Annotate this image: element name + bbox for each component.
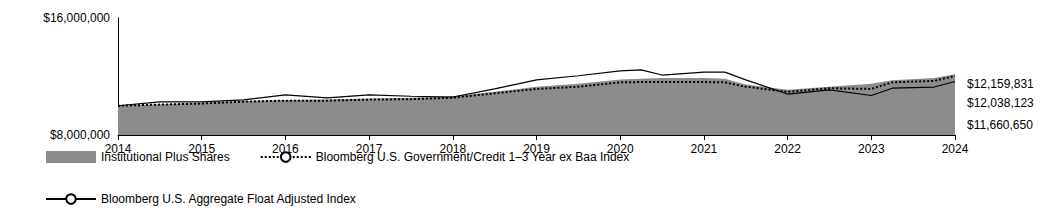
svg-text:2017: 2017: [355, 142, 383, 156]
svg-text:2020: 2020: [606, 142, 634, 156]
svg-text:$12,159,831: $12,159,831: [967, 77, 1034, 91]
svg-text:2015: 2015: [188, 142, 216, 156]
svg-text:2016: 2016: [272, 142, 299, 156]
svg-text:2022: 2022: [774, 142, 801, 156]
svg-text:2024: 2024: [942, 142, 969, 156]
svg-text:Institutional Plus Shares: Institutional Plus Shares: [101, 150, 230, 164]
svg-text:$11,660,650: $11,660,650: [967, 118, 1033, 132]
svg-text:2021: 2021: [691, 142, 718, 156]
svg-text:2023: 2023: [858, 142, 885, 156]
svg-text:$16,000,000: $16,000,000: [43, 11, 110, 25]
svg-text:2019: 2019: [523, 142, 550, 156]
svg-text:2018: 2018: [439, 142, 467, 156]
svg-text:2014: 2014: [104, 142, 132, 156]
svg-text:Bloomberg U.S. Government/Cred: Bloomberg U.S. Government/Credit 1–3 Yea…: [316, 150, 630, 164]
svg-text:Bloomberg U.S. Aggregate Float: Bloomberg U.S. Aggregate Float Adjusted …: [101, 192, 356, 206]
svg-text:$12,038,123: $12,038,123: [967, 96, 1034, 110]
svg-text:$8,000,000: $8,000,000: [50, 128, 110, 142]
